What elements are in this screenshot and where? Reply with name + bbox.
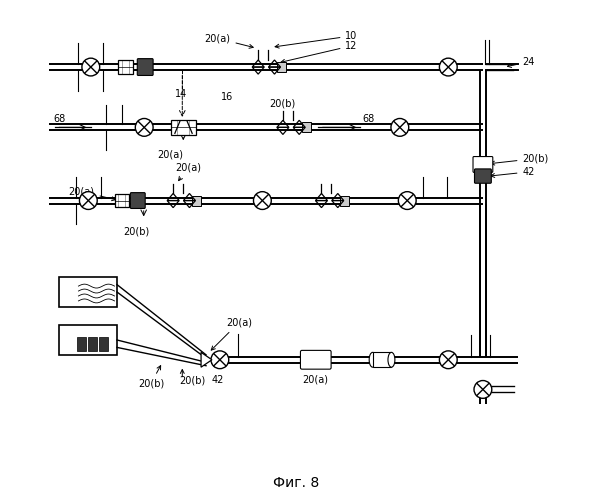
Text: 20(b): 20(b) [138,366,164,388]
Text: 20(b): 20(b) [179,376,205,386]
Ellipse shape [388,352,395,367]
FancyBboxPatch shape [301,350,331,369]
Text: 16: 16 [221,92,233,102]
FancyBboxPatch shape [115,194,129,207]
Circle shape [82,58,99,76]
Circle shape [211,351,229,368]
Text: 20(a): 20(a) [204,34,253,48]
Bar [340,196,349,205]
Text: 20(a): 20(a) [175,163,201,180]
Text: 20(a): 20(a) [211,318,252,350]
Circle shape [253,192,271,210]
FancyBboxPatch shape [473,156,493,172]
Bar [99,337,108,351]
Bar [277,62,286,72]
Circle shape [474,380,492,398]
Circle shape [398,192,416,210]
Text: 14: 14 [175,89,188,99]
Text: 10: 10 [275,31,358,48]
Bar [302,122,311,132]
Text: 20(a): 20(a) [69,186,115,200]
Text: 42: 42 [491,167,535,177]
Circle shape [439,351,457,368]
Text: 20(a): 20(a) [302,374,328,384]
Ellipse shape [369,352,376,367]
Text: 42: 42 [211,374,224,384]
FancyBboxPatch shape [171,120,195,135]
Circle shape [439,58,457,76]
Text: 20(a): 20(a) [157,150,183,160]
Text: 28a: 28a [63,280,86,289]
Bar [88,337,97,351]
Text: 68: 68 [363,114,375,124]
FancyBboxPatch shape [475,169,491,184]
Text: 12: 12 [281,41,358,63]
Text: 24: 24 [507,57,535,68]
Bar [59,325,117,355]
Text: 20(b): 20(b) [123,226,149,236]
Polygon shape [201,352,212,367]
Circle shape [136,118,153,136]
Text: Фиг. 8: Фиг. 8 [273,476,319,490]
Text: 28b: 28b [63,328,86,338]
Circle shape [79,192,97,210]
Bar [192,196,201,205]
FancyBboxPatch shape [137,58,153,76]
Bar [372,352,391,367]
Text: 20(b): 20(b) [269,98,295,108]
FancyBboxPatch shape [130,192,145,208]
Text: 20(b): 20(b) [491,154,549,165]
FancyBboxPatch shape [118,60,133,74]
Bar [78,337,86,351]
Circle shape [391,118,408,136]
Text: 68: 68 [54,114,66,124]
Bar [59,277,117,307]
